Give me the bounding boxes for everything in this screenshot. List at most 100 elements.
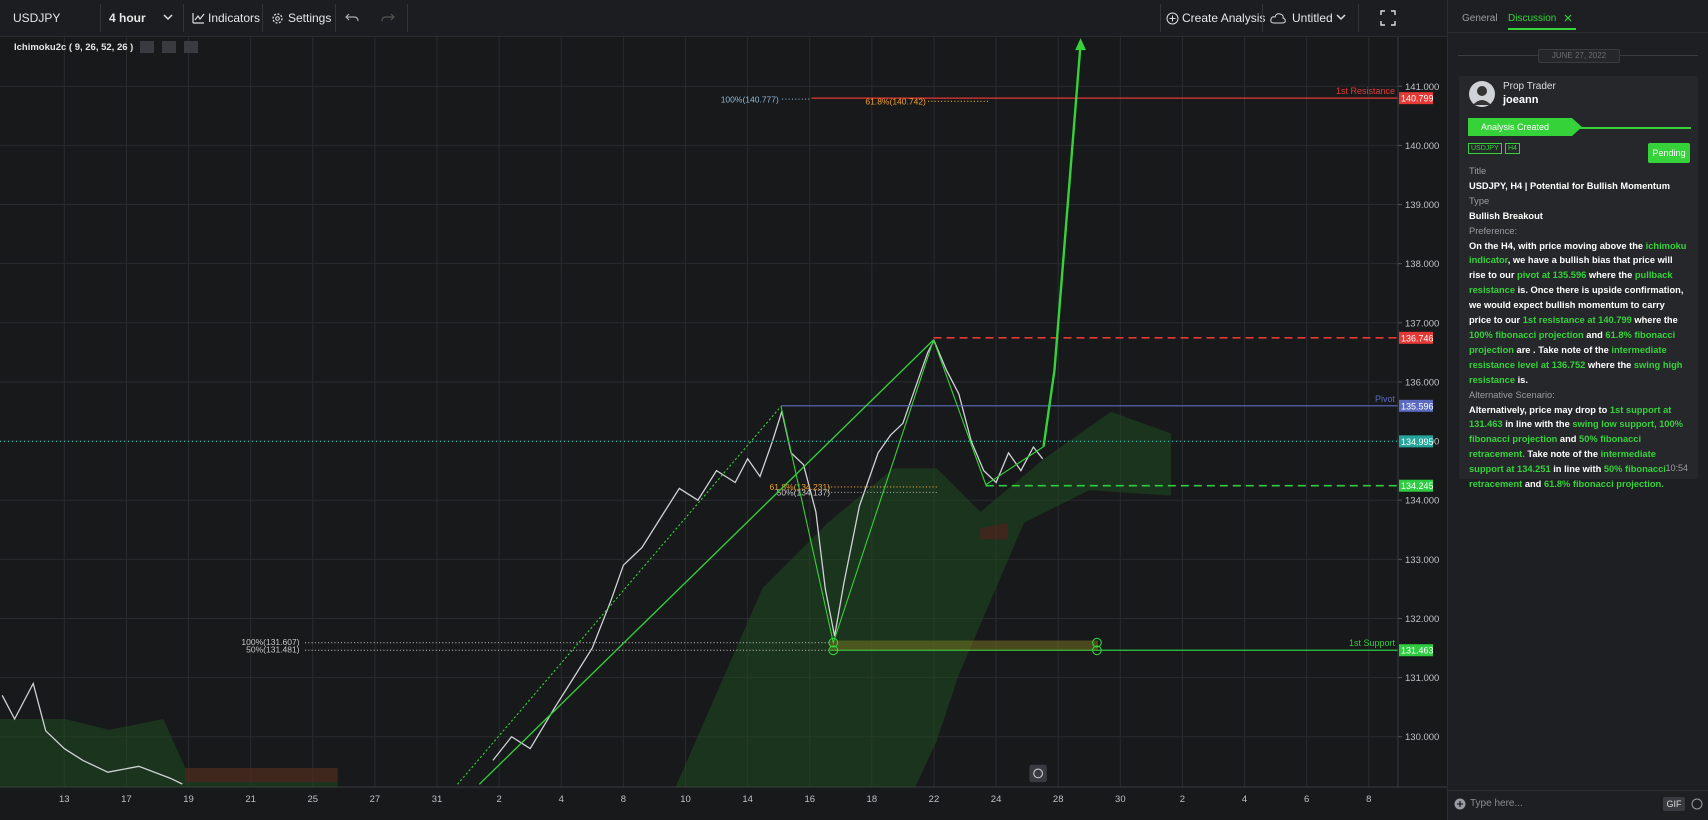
settings-button[interactable]: Settings xyxy=(288,11,332,25)
alert-button[interactable] xyxy=(1029,764,1047,783)
tab-border xyxy=(1448,32,1708,33)
fullscreen-button[interactable] xyxy=(1380,10,1396,26)
create-analysis-button[interactable]: Create Analysis xyxy=(1182,11,1266,25)
x-tick-label: 19 xyxy=(183,794,194,805)
text: and xyxy=(1557,434,1580,445)
separator xyxy=(335,4,336,32)
section-label: Preference: xyxy=(1469,225,1518,236)
create-icon xyxy=(1166,12,1179,25)
tab-discussion[interactable]: Discussion xyxy=(1508,13,1557,24)
settings-icon xyxy=(272,13,283,24)
trend-line xyxy=(457,405,782,785)
chart: 130.000131.000132.000133.000134.000135.0… xyxy=(0,36,1447,805)
price-line xyxy=(1,338,1044,785)
highlight: intermediate resistance level at 136.752 xyxy=(1469,344,1667,370)
post-card: Prop Trader joeann Analysis Created USDJ… xyxy=(1459,76,1698,489)
fib-label: 61.8%(134.231) xyxy=(770,482,831,492)
indicator-label: Ichimoku2c ( 9, 26, 52, 26 ) xyxy=(14,42,133,53)
symbol[interactable]: USDJPY xyxy=(13,11,61,25)
cloud xyxy=(675,411,1171,788)
x-tick-label: 14 xyxy=(742,794,753,805)
status-button[interactable]: Pending xyxy=(1648,143,1690,163)
text: are . Take note of the xyxy=(1513,344,1612,355)
text: and xyxy=(1522,479,1544,490)
message-input[interactable]: Type here... xyxy=(1470,798,1523,809)
highlight: intermediate support at 134.251 xyxy=(1469,449,1656,475)
y-tick-label: 137.000 xyxy=(1405,318,1439,329)
paragraph: Alternatively, price may drop to 1st sup… xyxy=(1469,403,1687,492)
separator xyxy=(1358,4,1359,32)
gif-button[interactable]: GIF xyxy=(1663,797,1685,811)
indicators-button[interactable]: Indicators xyxy=(208,11,261,25)
support-zone xyxy=(830,640,1099,651)
trend-line xyxy=(478,339,934,785)
highlight: swing low support, 100% fibonacci projec… xyxy=(1469,419,1683,445)
fib-label: 100%(140.777) xyxy=(721,94,779,104)
highlight: pullback resistance xyxy=(1469,270,1673,296)
author-role: Prop Trader xyxy=(1503,81,1556,92)
x-tick-label: 18 xyxy=(867,794,878,805)
fib-label: 61.8%(140.742) xyxy=(865,97,926,107)
x-tick-label: 10 xyxy=(680,794,691,805)
fib-label: 50%(131.481) xyxy=(246,644,300,654)
x-tick-label: 13 xyxy=(59,794,70,805)
highlight: 61.8% fibonacci projection. xyxy=(1543,479,1664,490)
caret xyxy=(1336,14,1346,21)
section-label: Alternative Scenario: xyxy=(1469,389,1555,400)
redo-button[interactable] xyxy=(381,12,395,24)
level-tag-label: 135.596 xyxy=(1401,401,1434,411)
fib-label: 100%(131.607) xyxy=(241,637,299,647)
indicator-visibility[interactable] xyxy=(140,41,154,53)
highlight: ichimoku indicator xyxy=(1469,240,1687,266)
separator xyxy=(1262,4,1263,32)
x-tick-label: 22 xyxy=(929,794,940,805)
x-tick-label: 8 xyxy=(1366,794,1371,805)
level-tag xyxy=(1399,644,1433,657)
x-tick-label: 27 xyxy=(370,794,381,805)
highlight: pivot at 135.596 xyxy=(1517,270,1587,281)
input-border xyxy=(1448,790,1708,791)
anchor xyxy=(828,637,839,648)
text: where the xyxy=(1585,359,1634,370)
emoji-button[interactable] xyxy=(1691,798,1703,810)
x-tick-label: 2 xyxy=(1180,794,1185,805)
side-panel: General Discussion JUNE 27, 2022 Prop Tr… xyxy=(1447,0,1708,820)
level-tag-label: 136.746 xyxy=(1401,333,1434,343)
level-tag xyxy=(1399,92,1433,105)
tab-close[interactable] xyxy=(1564,14,1572,22)
text: is. xyxy=(1515,374,1528,385)
level-name: 1st Support xyxy=(1349,638,1396,648)
level-tag-label: 131.463 xyxy=(1401,646,1434,656)
ichimoku-cloud xyxy=(0,411,1171,788)
y-tick-label: 133.000 xyxy=(1405,555,1439,566)
tab-general[interactable]: General xyxy=(1462,13,1498,24)
field-label: Title xyxy=(1469,166,1487,176)
add-button[interactable] xyxy=(1454,798,1466,810)
post-body: Title USDJPY, H4 | Potential for Bullish … xyxy=(1469,164,1687,492)
text: , we have a bullish bias that price will… xyxy=(1469,255,1673,281)
y-tick-label: 131.000 xyxy=(1405,673,1439,684)
interval[interactable]: 4 hour xyxy=(109,11,146,25)
indicator-delete[interactable] xyxy=(184,41,198,53)
cloud-icon xyxy=(1270,13,1286,24)
toolbar: USDJPY 4 hour Indicators Settings Create… xyxy=(0,0,1447,37)
highlight: 100% fibonacci projection xyxy=(1469,329,1584,340)
x-tick-label: 4 xyxy=(1242,794,1247,805)
x-tick-label: 17 xyxy=(121,794,132,805)
layout-name[interactable]: Untitled xyxy=(1292,11,1333,25)
separator xyxy=(183,4,184,32)
level-tag xyxy=(1399,399,1433,412)
highlight: swing high resistance xyxy=(1469,359,1683,385)
field-value: Bullish Breakout xyxy=(1469,210,1543,221)
projection-arrow xyxy=(1042,43,1082,447)
x-tick-label: 8 xyxy=(621,794,626,805)
text: is. Once there is upside confirmation, w… xyxy=(1469,285,1684,326)
y-tick-label: 136.000 xyxy=(1405,377,1439,388)
text: Alternatively, price may drop to xyxy=(1469,404,1610,415)
text: where the xyxy=(1631,315,1678,326)
text: On the H4, with price moving above the xyxy=(1469,240,1646,251)
undo-button[interactable] xyxy=(345,12,359,24)
indicator-settings[interactable] xyxy=(162,41,176,53)
highlight: 1st resistance at 140.799 xyxy=(1522,315,1632,326)
highlight: 61.8% fibonacci projection xyxy=(1469,329,1676,355)
